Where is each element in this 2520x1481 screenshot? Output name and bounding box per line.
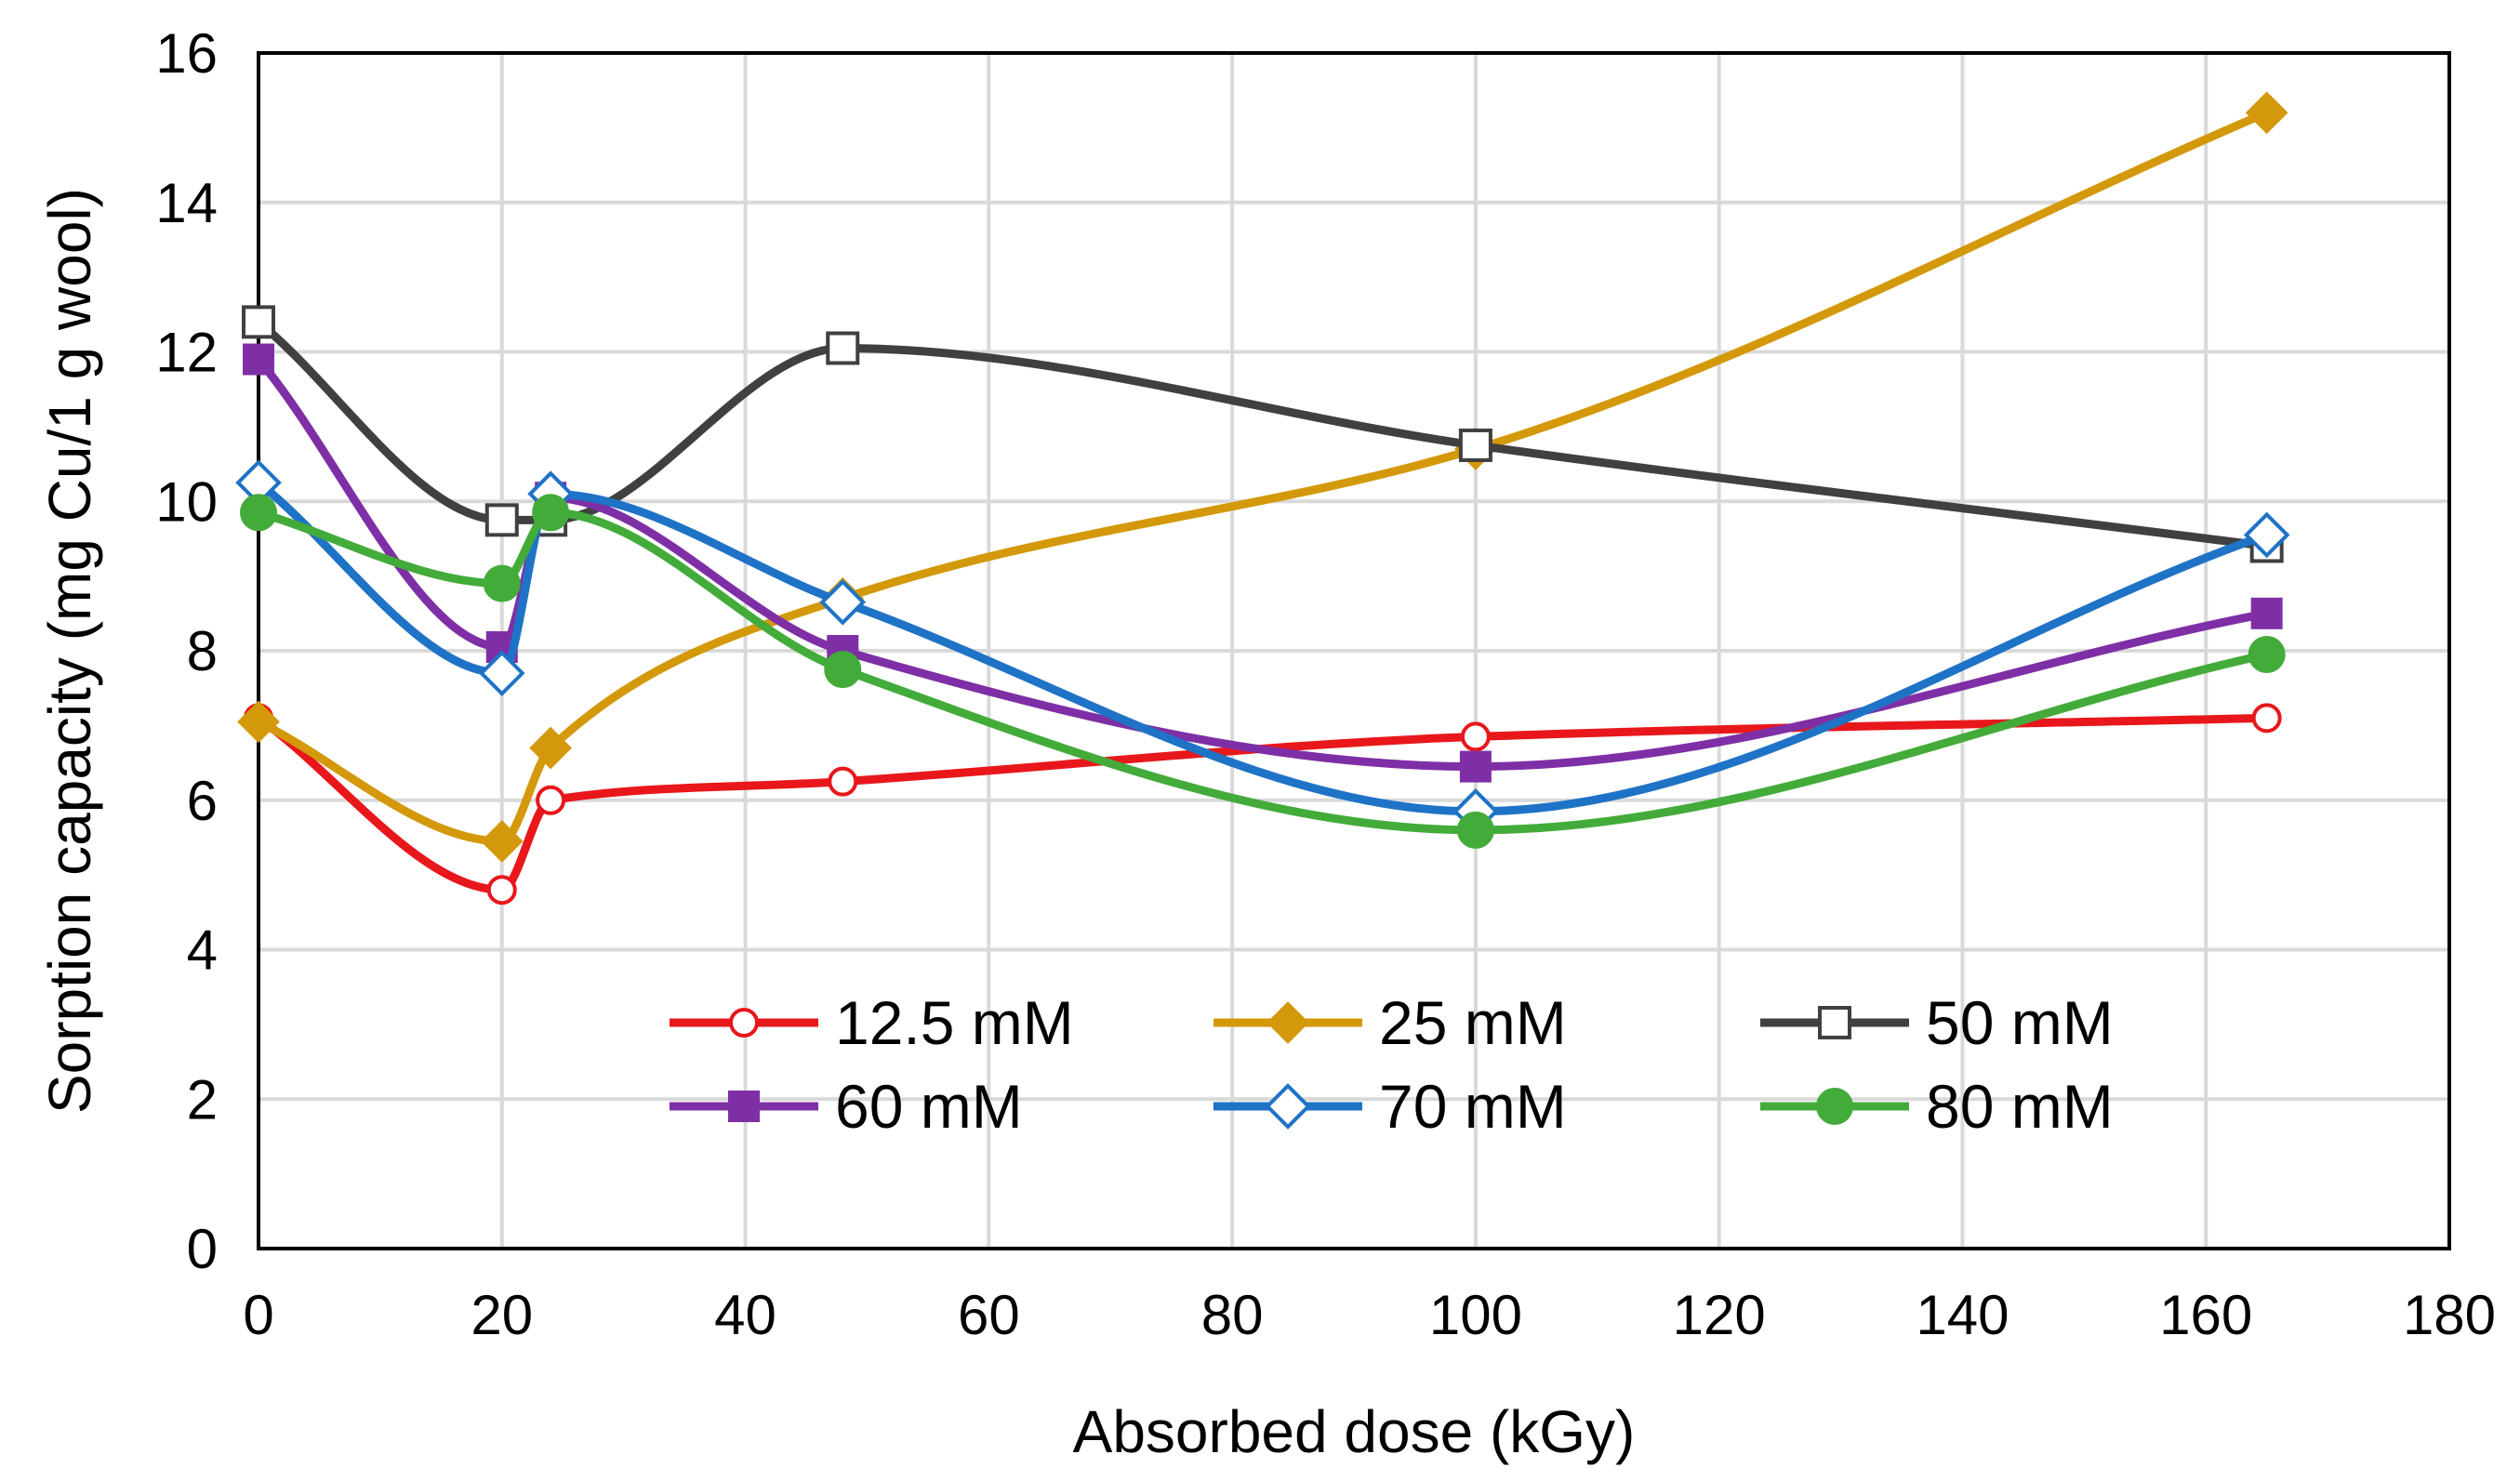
legend-item: 12.5 mM [670,988,1074,1057]
legend-label: 70 mM [1379,1072,1567,1141]
x-axis-ticks: 0 20 40 60 80 100 120 140 160 180 [243,1284,2496,1346]
data-point [1459,750,1492,783]
y-tick-label: 4 [187,919,218,982]
data-point [819,578,867,626]
data-point [532,494,570,532]
legend-item: 50 mM [1760,988,2114,1057]
y-tick-label: 2 [187,1068,218,1131]
data-point [824,651,862,689]
legend-label: 12.5 mM [835,988,1074,1057]
y-axis-title: Sorption capacity (mg Cu/1 g wool) [36,188,103,1114]
legend-item: 80 mM [1760,1072,2114,1141]
data-point [2243,511,2290,559]
x-axis-title: Absorbed dose (kGy) [1073,1398,1636,1465]
x-tick-label: 80 [1201,1284,1264,1346]
y-tick-label: 14 [155,172,218,234]
x-tick-label: 180 [2403,1284,2496,1346]
data-point [1458,428,1492,462]
legend-item: 25 mM [1214,988,1567,1057]
data-point [483,564,521,602]
gridlines [259,53,2449,1249]
x-tick-label: 100 [1429,1284,1522,1346]
data-point [1460,721,1491,752]
legend-marker [1265,1083,1311,1130]
x-tick-label: 40 [714,1284,776,1346]
data-point [240,494,277,532]
data-point [536,785,566,815]
plot-area-frame [257,51,2451,1250]
x-tick-label: 0 [243,1284,273,1346]
data-point [2251,703,2282,734]
legend-marker [1816,1088,1853,1125]
data-point [2245,91,2288,135]
x-tick-label: 140 [1916,1284,2009,1346]
legend-label: 60 mM [835,1072,1023,1141]
legend: 12.5 mM 25 mM 50 mM 60 mM 70 mM 80 mM [670,988,2114,1141]
y-tick-label: 0 [187,1218,218,1280]
y-tick-label: 10 [155,470,218,533]
data-point [826,331,860,365]
data-point [529,726,572,770]
data-point [243,343,274,376]
y-tick-label: 8 [187,620,218,682]
legend-marker [1267,1001,1309,1044]
data-point [486,875,517,906]
x-tick-label: 160 [2159,1284,2252,1346]
series-80-mm [240,494,2286,849]
legend-label: 50 mM [1926,988,2114,1057]
y-tick-label: 12 [155,322,218,384]
y-tick-label: 16 [155,22,218,85]
legend-label: 80 mM [1926,1072,2114,1141]
x-tick-label: 60 [958,1284,1020,1346]
x-tick-label: 120 [1673,1284,1766,1346]
legend-item: 60 mM [670,1072,1023,1141]
data-point [242,305,275,339]
series-line [254,317,2272,550]
data-point [480,820,524,863]
data-point [237,700,280,744]
data-point [484,503,519,537]
legend-marker [729,1008,759,1038]
x-tick-label: 20 [471,1284,533,1346]
data-point [828,766,858,797]
data-point [2250,597,2283,629]
data-point [2248,636,2286,674]
legend-marker [1818,1006,1851,1039]
y-axis-ticks: 0 2 4 6 8 10 12 14 16 [155,22,218,1280]
y-tick-label: 6 [187,770,218,832]
data-point [1456,811,1494,849]
legend-marker [728,1091,760,1122]
legend-item: 70 mM [1214,1072,1567,1141]
data-point [478,650,525,696]
legend-label: 25 mM [1379,988,1567,1057]
series-group [235,91,2290,906]
